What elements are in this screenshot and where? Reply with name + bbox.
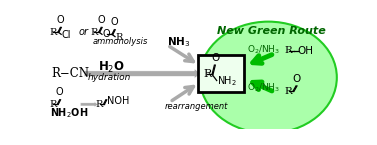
Text: New Green Route: New Green Route: [217, 26, 326, 36]
Text: O: O: [211, 53, 219, 63]
Text: O$_2$/NH$_3$: O$_2$/NH$_3$: [247, 44, 280, 56]
Ellipse shape: [200, 22, 337, 133]
Text: O: O: [110, 17, 118, 27]
Text: R: R: [204, 69, 212, 79]
Text: O$_2$/NH$_3$: O$_2$/NH$_3$: [247, 82, 280, 95]
Text: NH$_2$OH: NH$_2$OH: [50, 106, 88, 120]
Text: O: O: [103, 29, 110, 39]
Text: O: O: [56, 87, 63, 97]
Text: ammonolysis: ammonolysis: [93, 37, 148, 46]
Text: O: O: [292, 74, 300, 84]
FancyArrow shape: [84, 69, 201, 78]
Text: rearrangement: rearrangement: [165, 102, 228, 111]
FancyArrow shape: [80, 102, 98, 107]
Text: R−CN: R−CN: [51, 67, 89, 80]
Text: R: R: [116, 33, 123, 42]
Text: Cl: Cl: [62, 30, 71, 40]
Text: OH: OH: [297, 46, 314, 56]
Text: NH$_3$: NH$_3$: [167, 35, 191, 49]
Text: NOH: NOH: [107, 96, 129, 106]
Text: O: O: [57, 15, 64, 25]
Text: R: R: [285, 87, 292, 96]
Text: O: O: [97, 15, 105, 25]
Text: R: R: [90, 28, 98, 37]
Text: R: R: [50, 28, 57, 37]
FancyBboxPatch shape: [198, 55, 244, 92]
Text: R: R: [96, 100, 103, 109]
Text: NH$_2$: NH$_2$: [218, 74, 238, 88]
Text: R: R: [50, 100, 57, 109]
Text: hydration: hydration: [88, 73, 131, 82]
Text: or: or: [79, 27, 89, 37]
Text: H$_2$O: H$_2$O: [98, 60, 125, 75]
Text: R: R: [285, 46, 292, 55]
